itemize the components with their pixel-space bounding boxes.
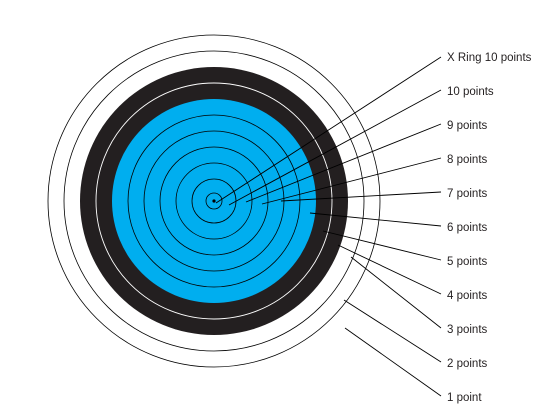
leader-lines bbox=[215, 56, 442, 397]
leader-line-10-points bbox=[228, 89, 442, 206]
ring-4-points bbox=[95, 82, 333, 320]
label-5-points: 5 points bbox=[447, 256, 488, 268]
leader-line-3-points bbox=[350, 256, 442, 329]
ring-6-points bbox=[127, 114, 301, 288]
leader-line-2-points bbox=[343, 299, 442, 363]
label-3-points: 3 points bbox=[447, 324, 488, 336]
label-x-ring-10-points: X Ring 10 points bbox=[447, 52, 532, 64]
leader-line-x-ring bbox=[215, 56, 442, 204]
label-2-points: 2 points bbox=[447, 358, 488, 370]
label-1-point: 1 point bbox=[447, 392, 482, 404]
leader-line-9-points bbox=[245, 123, 442, 203]
leader-line-4-points bbox=[337, 244, 442, 295]
ring-8-points bbox=[159, 146, 269, 256]
ring-x bbox=[205, 192, 223, 210]
leader-line-6-points bbox=[309, 212, 442, 227]
center-mark bbox=[212, 199, 216, 203]
archery-target bbox=[47, 34, 381, 368]
leader-line-7-points bbox=[280, 191, 442, 202]
ring-1-point bbox=[47, 34, 381, 368]
label-8-points: 8 points bbox=[447, 154, 488, 166]
score-labels: X Ring 10 points 10 points 9 points 8 po… bbox=[447, 52, 532, 404]
label-6-points: 6 points bbox=[447, 222, 488, 234]
label-9-points: 9 points bbox=[447, 120, 488, 132]
label-4-points: 4 points bbox=[447, 290, 488, 302]
label-10-points: 10 points bbox=[447, 86, 494, 98]
ring-9-points bbox=[175, 162, 253, 240]
leader-line-8-points bbox=[261, 157, 442, 205]
leader-line-5-points bbox=[322, 230, 442, 261]
ring-2-points bbox=[63, 50, 365, 352]
label-7-points: 7 points bbox=[447, 188, 488, 200]
leader-line-1-point bbox=[344, 327, 442, 397]
